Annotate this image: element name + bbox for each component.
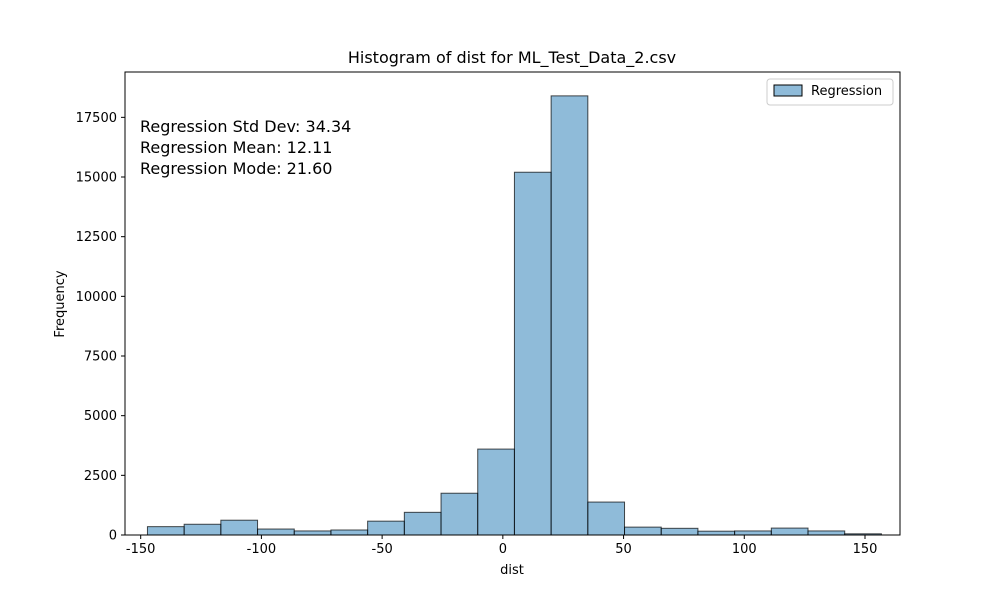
histogram-bar	[440, 492, 479, 536]
x-axis-ticks: -150 -100 -50 0 50 100 150	[126, 535, 877, 557]
plot-area-frame	[124, 71, 901, 536]
x-axis-title: dist	[500, 563, 524, 578]
x-tick-label: 100	[732, 542, 757, 557]
x-tick-label: -50	[372, 542, 393, 557]
mean-annotation: Regression Mean: 12.11	[140, 138, 332, 157]
y-tick-label: 0	[109, 529, 117, 544]
y-axis-ticks: 0 2500 5000 7500 10000 12500 15000 17500	[76, 111, 125, 544]
y-tick-label: 2500	[84, 469, 117, 484]
histogram-bar	[367, 520, 405, 536]
chart-title: Histogram of dist for ML_Test_Data_2.csv	[348, 48, 676, 68]
y-tick-label: 12500	[76, 230, 117, 245]
histogram-bar	[660, 527, 699, 536]
histogram-bar	[624, 526, 662, 536]
legend-label-regression: Regression	[811, 84, 882, 99]
histogram-bar	[330, 529, 369, 536]
histogram-bar	[293, 530, 332, 536]
histogram-bar	[807, 530, 846, 536]
histogram-bar	[257, 528, 295, 536]
x-tick-label: 150	[853, 542, 878, 557]
x-tick-label: -100	[247, 542, 277, 557]
histogram-bar	[587, 501, 626, 536]
y-tick-label: 7500	[84, 350, 117, 365]
y-tick-label: 5000	[84, 409, 117, 424]
histogram-bar	[734, 530, 772, 536]
x-tick-label: -150	[126, 542, 156, 557]
x-tick-label: 50	[615, 542, 632, 557]
histogram-bar	[403, 511, 442, 536]
y-tick-label: 17500	[76, 111, 117, 126]
histogram-bar	[183, 523, 222, 536]
histogram-bar	[697, 530, 736, 536]
histogram-bar	[477, 448, 515, 536]
histogram-bar	[146, 526, 185, 536]
histogram-bar	[220, 519, 259, 536]
y-tick-label: 10000	[76, 290, 117, 305]
histogram-bar	[770, 527, 809, 536]
legend: Regression	[766, 78, 894, 106]
legend-swatch-regression	[773, 84, 803, 97]
bars-group	[146, 95, 882, 536]
x-tick-label: 0	[499, 542, 507, 557]
std-dev-annotation: Regression Std Dev: 34.34	[140, 117, 351, 136]
y-tick-label: 15000	[76, 171, 117, 186]
mode-annotation: Regression Mode: 21.60	[140, 159, 332, 178]
histogram-bar	[513, 171, 552, 536]
y-axis-title: Frequency	[53, 270, 68, 337]
histogram-bar	[550, 95, 589, 536]
